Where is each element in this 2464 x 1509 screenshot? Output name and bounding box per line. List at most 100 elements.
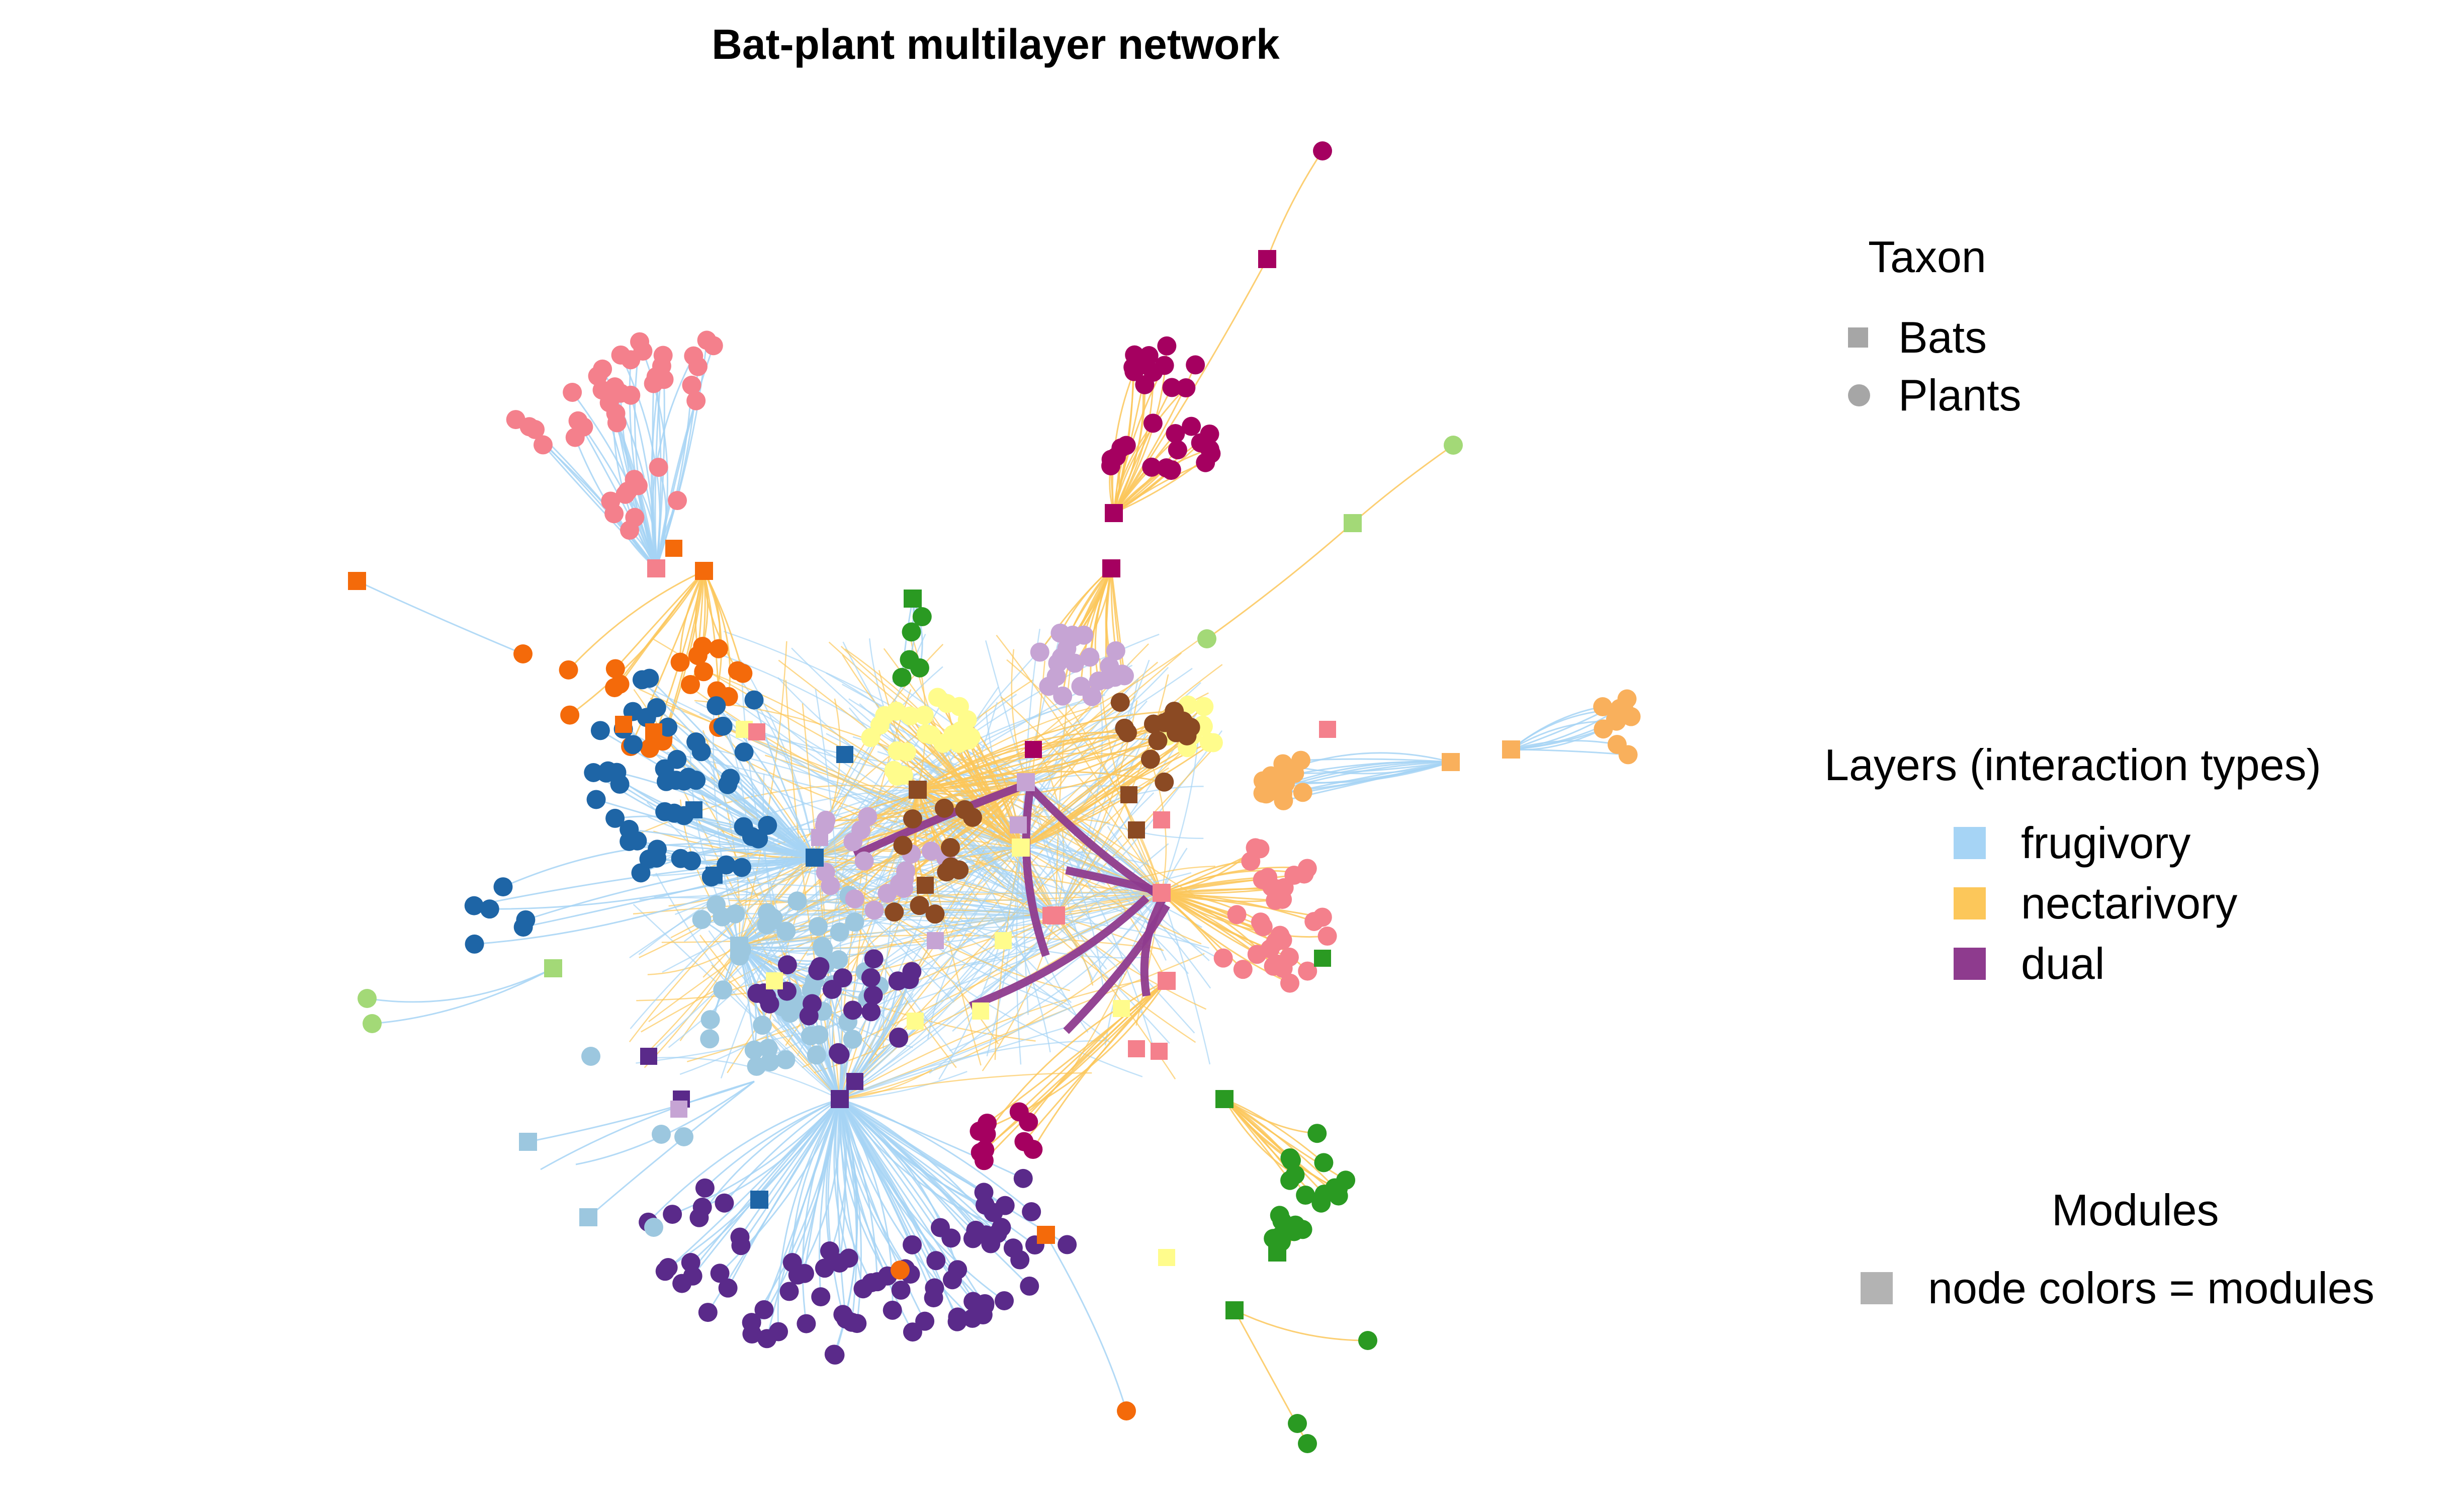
module-swatch-icon: [1861, 1272, 1893, 1304]
bat-node: [811, 829, 828, 846]
plant-node: [816, 810, 836, 830]
interaction-edge: [917, 771, 1165, 791]
interaction-edge: [839, 1009, 1067, 1100]
plant-node: [930, 1218, 950, 1237]
interaction-edge: [839, 1098, 941, 1228]
interaction-edge: [980, 980, 1168, 1153]
interaction-edge: [839, 1071, 967, 1100]
bat-node: [647, 559, 665, 577]
interaction-edge: [523, 857, 815, 928]
plant-node: [1143, 413, 1163, 433]
plant-node: [744, 1040, 764, 1060]
interaction-edge: [540, 1080, 755, 1170]
bat-node: [730, 937, 748, 955]
interaction-edge: [1025, 781, 1196, 897]
bat-node: [1151, 1043, 1168, 1060]
interaction-edge: [1224, 1098, 1325, 1163]
interaction-edge: [952, 915, 1057, 1032]
plant-node: [1140, 749, 1160, 769]
plant-node: [692, 1198, 712, 1217]
legend-taxon-bats-label: Bats: [1898, 312, 1987, 362]
plant-node: [1139, 346, 1159, 365]
bat-node: [1010, 816, 1027, 833]
interaction-edge: [1224, 1098, 1317, 1134]
interaction-edge: [839, 1099, 973, 1319]
interaction-edge: [917, 710, 1175, 791]
plant-node: [1313, 141, 1332, 160]
plant-node: [910, 896, 929, 915]
plant-node: [1080, 647, 1100, 667]
plant-node: [1304, 911, 1324, 931]
plant-node: [666, 771, 686, 790]
bat-node: [806, 849, 824, 867]
interaction-edge: [839, 1099, 906, 1270]
plant-node: [742, 1324, 762, 1344]
bat-node: [1502, 740, 1520, 759]
plant-node: [1317, 927, 1337, 946]
plant-node: [1266, 890, 1285, 910]
plant-node: [615, 484, 635, 504]
interaction-edge: [739, 914, 1209, 949]
legend-taxon-bats: Bats: [1848, 312, 1987, 363]
bat-node: [579, 1208, 597, 1226]
interaction-edge: [1025, 782, 1104, 988]
interaction-edge: [1054, 683, 1163, 893]
interaction-edge: [674, 812, 815, 859]
bat-node: [1012, 839, 1030, 857]
bat-node: [1314, 950, 1331, 967]
bat-node: [1442, 753, 1460, 771]
bat-node: [831, 1090, 849, 1108]
interaction-edge: [1352, 444, 1454, 524]
interaction-edge: [839, 1099, 878, 1282]
plant-node: [779, 1282, 799, 1301]
plant-node: [1260, 939, 1280, 959]
plant-node: [700, 1029, 720, 1049]
bat-node: [1158, 1249, 1175, 1266]
plant-node: [843, 1030, 862, 1049]
plant-node: [652, 1125, 671, 1144]
plant-node: [581, 1047, 600, 1066]
plant-node: [900, 970, 919, 989]
interaction-edge: [1161, 892, 1276, 901]
plant-node: [1177, 726, 1197, 745]
plant-node: [1106, 641, 1125, 660]
plant-node: [1162, 378, 1182, 397]
interaction-edge: [860, 781, 1026, 831]
interaction-edge: [525, 857, 815, 921]
plant-node: [1618, 745, 1638, 765]
interaction-edge: [700, 751, 815, 859]
plant-node: [605, 678, 625, 698]
interaction-edge: [1110, 568, 1123, 675]
interaction-edge: [763, 1099, 841, 1310]
interaction-edge: [634, 342, 657, 569]
plant-node: [1142, 457, 1162, 477]
plant-node: [1020, 1276, 1039, 1296]
interaction-edge: [655, 789, 918, 1048]
plant-node: [963, 1292, 983, 1311]
plant-node: [713, 716, 733, 736]
interaction-edge: [1020, 735, 1168, 849]
network-diagram: [348, 141, 1641, 1453]
interaction-edge: [644, 945, 740, 1068]
plant-node: [559, 660, 578, 680]
interaction-edge: [839, 1099, 1005, 1302]
plant-node: [1117, 1401, 1136, 1420]
plant-node: [839, 1248, 858, 1268]
interaction-edge: [655, 467, 667, 569]
plant-node: [586, 790, 606, 809]
plant-node: [897, 742, 916, 762]
plant-node: [941, 838, 960, 858]
interaction-edge: [994, 847, 1022, 1060]
interaction-edge: [542, 444, 657, 569]
interaction-edge: [575, 1080, 755, 1165]
bats-square-icon: [1848, 327, 1868, 348]
plant-node: [1200, 440, 1219, 459]
interaction-edge: [734, 881, 1162, 894]
plant-node: [563, 382, 582, 402]
legend-taxon-title: Taxon: [1868, 232, 1986, 282]
interaction-edge: [1045, 1234, 1127, 1411]
legend-layer-frugivory: frugivory: [1954, 817, 2190, 869]
plant-node: [1253, 870, 1272, 889]
plant-node: [1116, 436, 1136, 455]
plant-node: [829, 950, 848, 969]
